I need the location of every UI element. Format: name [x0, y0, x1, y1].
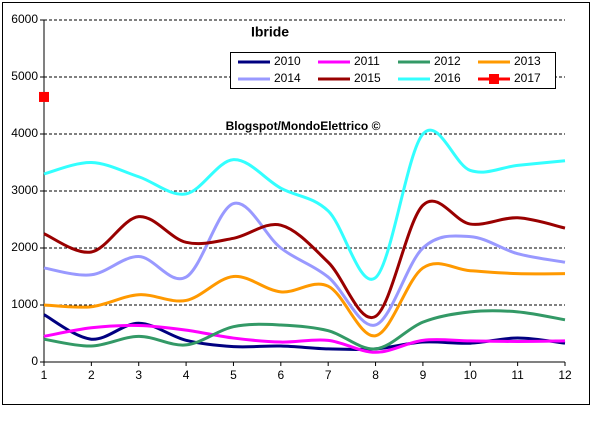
x-tick-label: 7 [325, 368, 332, 382]
legend-marker [489, 74, 499, 84]
x-tick-label: 2 [88, 368, 95, 382]
legend-box [230, 52, 556, 89]
marker [39, 91, 49, 102]
x-tick-label: 12 [558, 368, 572, 382]
y-tick-label: 5000 [11, 69, 38, 83]
legend-label: 2010 [274, 54, 301, 68]
x-tick-label: 1 [41, 368, 48, 382]
legend-label: 2012 [434, 54, 461, 68]
x-tick-label: 9 [420, 368, 427, 382]
y-tick-label: 2000 [11, 240, 38, 254]
series-line [43, 199, 566, 320]
series-line [43, 128, 566, 281]
x-tick-label: 5 [230, 368, 237, 382]
series-line [43, 313, 566, 352]
x-tick-label: 10 [464, 368, 478, 382]
x-tick-label: 11 [511, 368, 524, 382]
y-tick-label: 0 [31, 354, 38, 368]
legend-label: 2014 [274, 71, 301, 85]
legend-label: 2016 [434, 71, 461, 85]
x-tick-label: 4 [183, 368, 190, 382]
series-line [43, 201, 566, 327]
x-tick-label: 3 [135, 368, 142, 382]
annotation: Blogspot/MondoElettrico © [226, 119, 381, 133]
x-tick-label: 6 [277, 368, 284, 382]
chart-title: Ibride [251, 24, 289, 40]
series-line [43, 262, 566, 338]
legend-label: 2017 [514, 71, 541, 85]
legend-label: 2011 [354, 54, 380, 68]
x-tick-label: 8 [372, 368, 379, 382]
legend-label: 2013 [514, 54, 541, 68]
series-line [43, 309, 566, 351]
y-tick-label: 1000 [11, 297, 38, 311]
legend-label: 2015 [354, 71, 381, 85]
y-tick-label: 4000 [11, 126, 38, 140]
y-tick-label: 6000 [11, 12, 38, 26]
series-line [43, 323, 566, 354]
y-tick-label: 3000 [11, 183, 38, 197]
